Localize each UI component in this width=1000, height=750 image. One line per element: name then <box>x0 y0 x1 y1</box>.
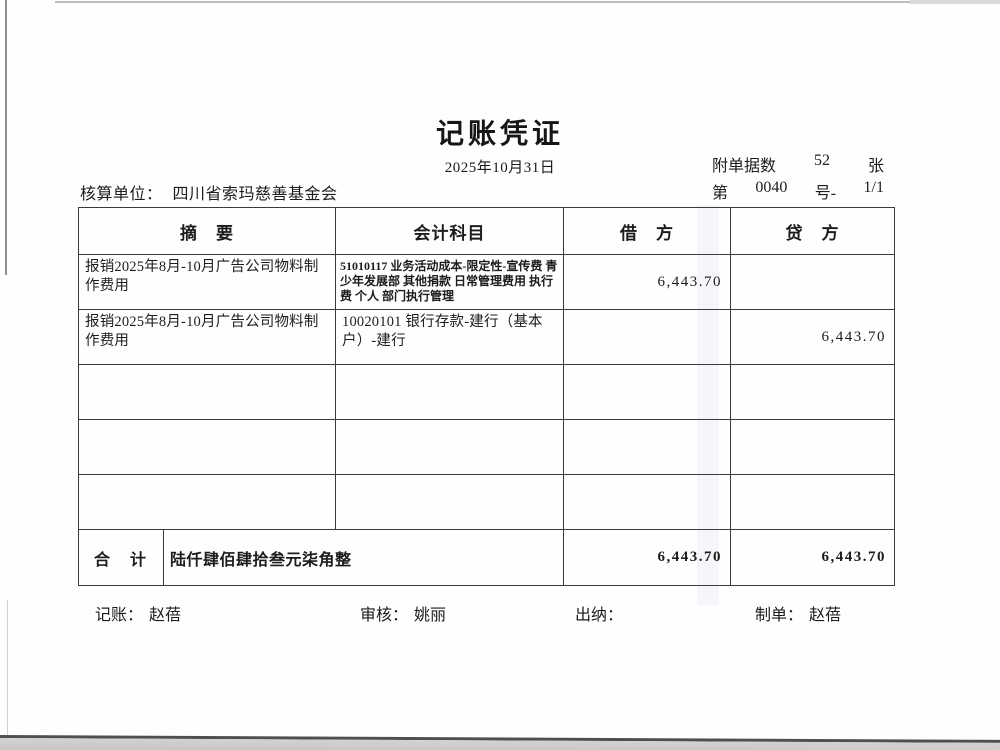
cell-debit <box>563 474 731 530</box>
table-row <box>78 419 895 475</box>
paper-edge-shadow <box>0 738 1000 750</box>
accounting-unit-name: 四川省索玛慈善基金会 <box>172 186 338 203</box>
cell-credit <box>730 474 895 530</box>
col-header-credit: 贷 方 <box>730 207 895 255</box>
cell-summary: 报销2025年8月-10月广告公司物料制作费用 <box>78 254 336 310</box>
attach-label: 附单据数 <box>712 158 777 175</box>
accounting-unit-line: 核算单位： 四川省索玛慈善基金会 <box>80 180 338 204</box>
cell-credit: 6,443.70 <box>730 309 895 365</box>
table-row <box>78 364 895 420</box>
cell-account <box>335 419 564 475</box>
paper-edge-line <box>0 735 1000 743</box>
attached-documents-line: 附单据数 52 张 <box>712 152 884 176</box>
voucher-table: 摘 要 会计科目 借 方 贷 方 报销2025年8月-10月广告公司物料制作费用… <box>78 207 895 586</box>
number-prefix: 第 <box>712 185 729 202</box>
voucher-number-line: 第 0040 号- 1/1 <box>712 179 884 203</box>
cell-debit <box>563 419 731 475</box>
scan-edge-top <box>55 1 999 3</box>
signature-cashier: 出纳： <box>575 601 629 625</box>
table-row <box>78 474 895 530</box>
cell-credit <box>730 419 895 475</box>
total-label: 合 计 <box>78 529 164 586</box>
cell-account: 10020101 银行存款-建行（基本户）-建行 <box>335 309 564 365</box>
table-row: 报销2025年8月-10月广告公司物料制作费用 10020101 银行存款-建行… <box>78 309 895 365</box>
cell-account: 51010117 业务活动成本-限定性-宣传费 青少年发展部 其他捐款 日常管理… <box>335 254 564 310</box>
cell-credit <box>730 254 895 310</box>
voucher-date: 2025年10月31日 <box>444 160 556 176</box>
page-indicator: 1/1 <box>863 179 884 196</box>
total-debit: 6,443.70 <box>563 529 731 586</box>
bookkeeper-name: 赵蓓 <box>149 607 182 624</box>
signature-reviewer: 审核： 姚丽 <box>360 601 446 625</box>
cell-debit <box>563 364 731 420</box>
col-header-summary: 摘 要 <box>78 207 336 255</box>
cell-summary <box>78 364 336 420</box>
cell-debit: 6,443.70 <box>563 254 731 310</box>
voucher-number: 0040 <box>755 179 788 196</box>
total-row: 合 计 陆仟肆佰肆拾叁元柒角整 6,443.70 6,443.70 <box>78 529 895 586</box>
number-suffix: 号- <box>814 185 837 202</box>
attach-count: 52 <box>814 152 830 169</box>
reviewer-label: 审核： <box>360 607 409 624</box>
scan-corner-top-right <box>910 0 1000 4</box>
cell-summary <box>78 419 336 475</box>
scan-edge-left-lower <box>7 600 8 740</box>
signature-bookkeeper: 记账： 赵蓓 <box>95 601 181 625</box>
bookkeeper-label: 记账： <box>95 607 144 624</box>
scan-paper-bottom-edge <box>0 733 1000 750</box>
cell-credit <box>730 364 895 420</box>
reviewer-name: 姚丽 <box>414 607 447 624</box>
signature-preparer: 制单： 赵蓓 <box>755 601 841 625</box>
cell-account <box>335 474 564 530</box>
cell-summary <box>78 474 336 530</box>
table-row: 报销2025年8月-10月广告公司物料制作费用 51010117 业务活动成本-… <box>78 254 895 310</box>
col-header-account: 会计科目 <box>335 207 564 255</box>
table-header-row: 摘 要 会计科目 借 方 贷 方 <box>78 207 895 255</box>
cashier-label: 出纳： <box>575 607 624 624</box>
col-header-debit: 借 方 <box>563 207 731 255</box>
cell-debit <box>563 309 731 365</box>
total-credit: 6,443.70 <box>730 529 895 586</box>
total-amount-in-words: 陆仟肆佰肆拾叁元柒角整 <box>163 529 564 586</box>
page-title: 记账凭证 <box>435 119 564 150</box>
attach-unit: 张 <box>867 158 884 175</box>
preparer-name: 赵蓓 <box>809 607 842 624</box>
cell-account <box>335 364 564 420</box>
preparer-label: 制单： <box>755 607 804 624</box>
accounting-unit-label: 核算单位： <box>80 186 163 203</box>
cell-summary: 报销2025年8月-10月广告公司物料制作费用 <box>78 309 336 365</box>
